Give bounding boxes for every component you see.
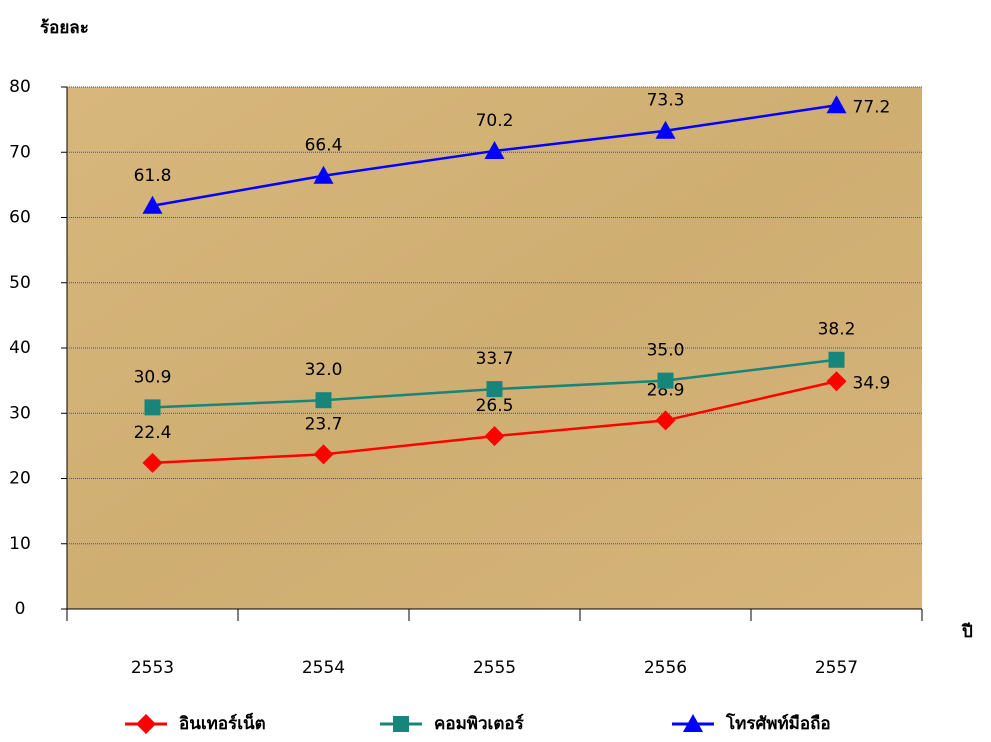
y-tick-label: 40 xyxy=(9,338,31,358)
marker xyxy=(142,195,163,214)
marker xyxy=(484,426,505,447)
marker xyxy=(683,714,703,732)
marker xyxy=(313,165,334,184)
legend-label: อินเทอร์เน็ต xyxy=(179,711,266,734)
marker xyxy=(826,95,847,114)
data-label: 35.0 xyxy=(647,341,685,361)
data-label: 22.4 xyxy=(134,423,172,443)
data-label: 28.9 xyxy=(647,380,685,400)
data-label: 33.7 xyxy=(476,349,514,369)
y-tick-label: 80 xyxy=(9,77,31,97)
y-tick-label: 60 xyxy=(9,208,31,228)
legend-label: คอมพิวเตอร์ xyxy=(434,713,525,734)
x-axis-label: ปี xyxy=(961,621,973,642)
marker xyxy=(142,452,163,473)
y-tick-label: 70 xyxy=(9,142,31,162)
x-tick-label: 2554 xyxy=(302,658,345,678)
data-label: 23.7 xyxy=(305,414,343,434)
data-label: 70.2 xyxy=(476,111,514,131)
x-tick-label: 2557 xyxy=(815,658,858,678)
marker xyxy=(136,714,156,734)
marker xyxy=(657,372,674,389)
x-tick-label: 2555 xyxy=(473,658,516,678)
marker xyxy=(486,381,503,398)
marker xyxy=(144,399,161,416)
x-tick-label: 2556 xyxy=(644,658,687,678)
marker xyxy=(826,371,847,392)
marker xyxy=(484,140,505,159)
legend-label: โทรศัพท์มือถือ xyxy=(725,713,831,734)
marker xyxy=(313,444,334,465)
marker xyxy=(315,392,332,409)
data-label: 34.9 xyxy=(853,373,891,393)
y-tick-label: 0 xyxy=(15,599,26,619)
data-label: 38.2 xyxy=(818,320,856,340)
marker xyxy=(393,716,409,732)
data-label: 77.2 xyxy=(853,97,891,117)
y-axis-label: ร้อยละ xyxy=(40,18,89,38)
data-label: 73.3 xyxy=(647,91,685,111)
marker xyxy=(655,410,676,431)
y-tick-label: 30 xyxy=(9,403,31,423)
marker xyxy=(828,351,845,368)
data-label: 61.8 xyxy=(134,166,172,186)
data-label: 66.4 xyxy=(305,136,343,156)
x-tick-label: 2553 xyxy=(131,658,174,678)
y-tick-label: 50 xyxy=(9,273,31,293)
data-label: 32.0 xyxy=(305,360,343,380)
y-tick-label: 10 xyxy=(9,534,31,554)
marker xyxy=(655,120,676,139)
y-tick-label: 20 xyxy=(9,469,31,489)
data-label: 30.9 xyxy=(134,367,172,387)
data-label: 26.5 xyxy=(476,396,514,416)
